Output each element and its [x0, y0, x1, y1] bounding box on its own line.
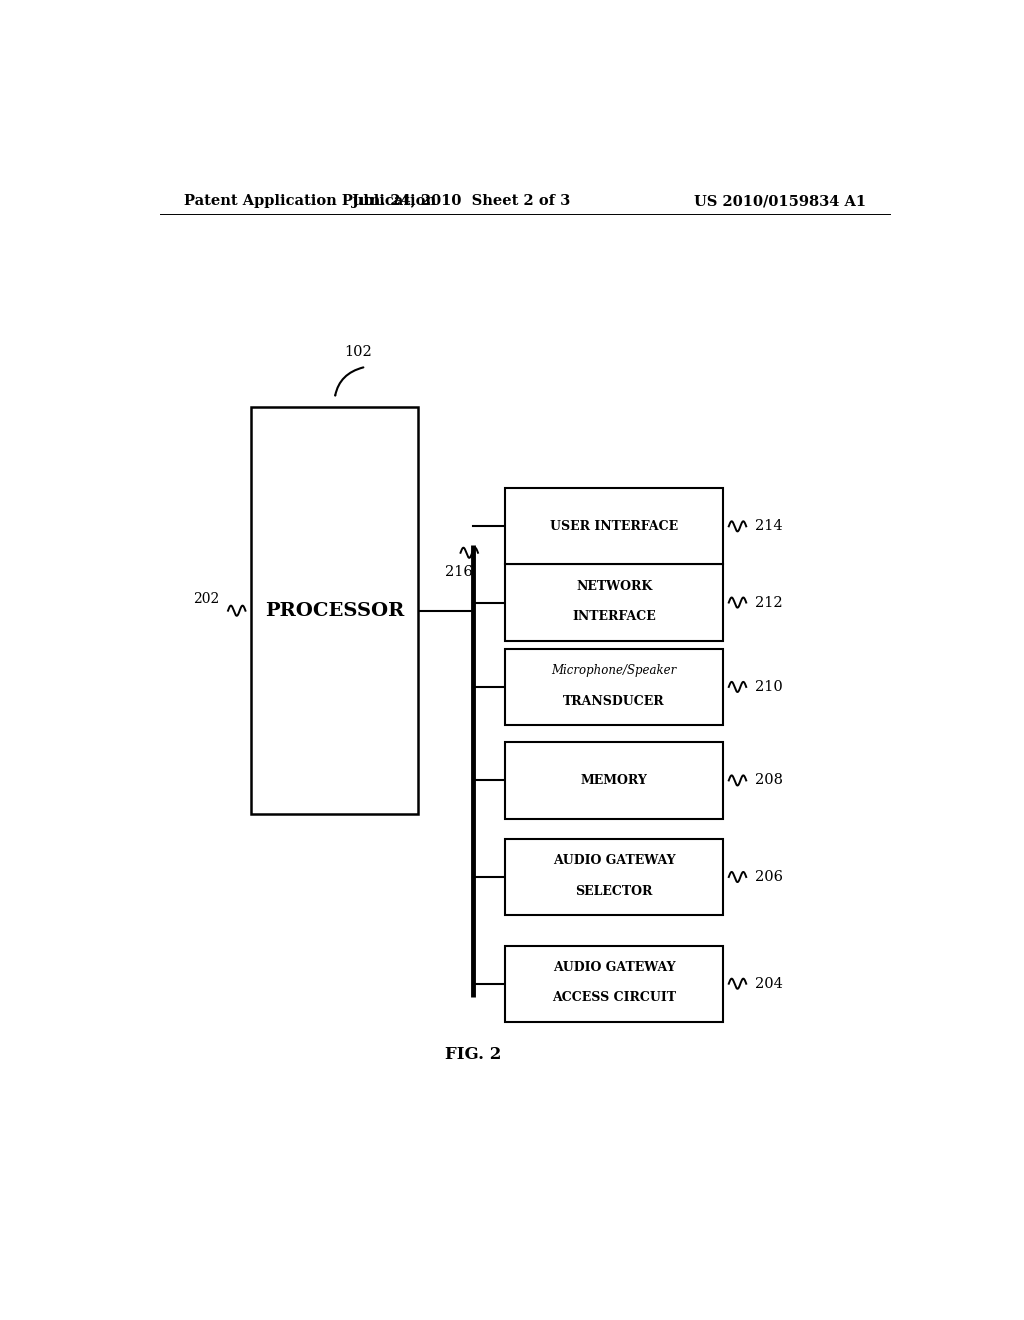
Text: FIG. 2: FIG. 2 [445, 1047, 502, 1064]
Bar [505, 840, 723, 915]
Text: 214: 214 [755, 519, 782, 533]
Text: 212: 212 [755, 595, 782, 610]
Text: 204: 204 [755, 977, 782, 991]
Text: ACCESS CIRCUIT: ACCESS CIRCUIT [552, 991, 676, 1005]
Text: 206: 206 [755, 870, 783, 884]
Text: NETWORK: NETWORK [575, 579, 652, 593]
Text: AUDIO GATEWAY: AUDIO GATEWAY [553, 961, 676, 974]
Text: AUDIO GATEWAY: AUDIO GATEWAY [553, 854, 676, 867]
Text: 102: 102 [344, 345, 372, 359]
Text: Jun. 24, 2010  Sheet 2 of 3: Jun. 24, 2010 Sheet 2 of 3 [352, 194, 570, 209]
Text: 216: 216 [445, 565, 473, 579]
Bar [505, 565, 723, 640]
Text: USER INTERFACE: USER INTERFACE [550, 520, 678, 533]
Bar [251, 408, 418, 814]
Text: Patent Application Publication: Patent Application Publication [183, 194, 435, 209]
Bar [505, 742, 723, 818]
Text: PROCESSOR: PROCESSOR [265, 602, 403, 619]
Text: INTERFACE: INTERFACE [572, 610, 656, 623]
Text: 210: 210 [755, 680, 782, 694]
Text: 202: 202 [193, 591, 219, 606]
Text: MEMORY: MEMORY [581, 774, 647, 787]
Bar [505, 649, 723, 725]
Bar [505, 488, 723, 565]
Text: SELECTOR: SELECTOR [575, 884, 652, 898]
Bar [505, 945, 723, 1022]
Text: TRANSDUCER: TRANSDUCER [563, 694, 665, 708]
Text: US 2010/0159834 A1: US 2010/0159834 A1 [694, 194, 866, 209]
Text: Microphone/Speaker: Microphone/Speaker [552, 664, 677, 677]
FancyArrowPatch shape [335, 367, 364, 396]
Text: 208: 208 [755, 774, 783, 788]
